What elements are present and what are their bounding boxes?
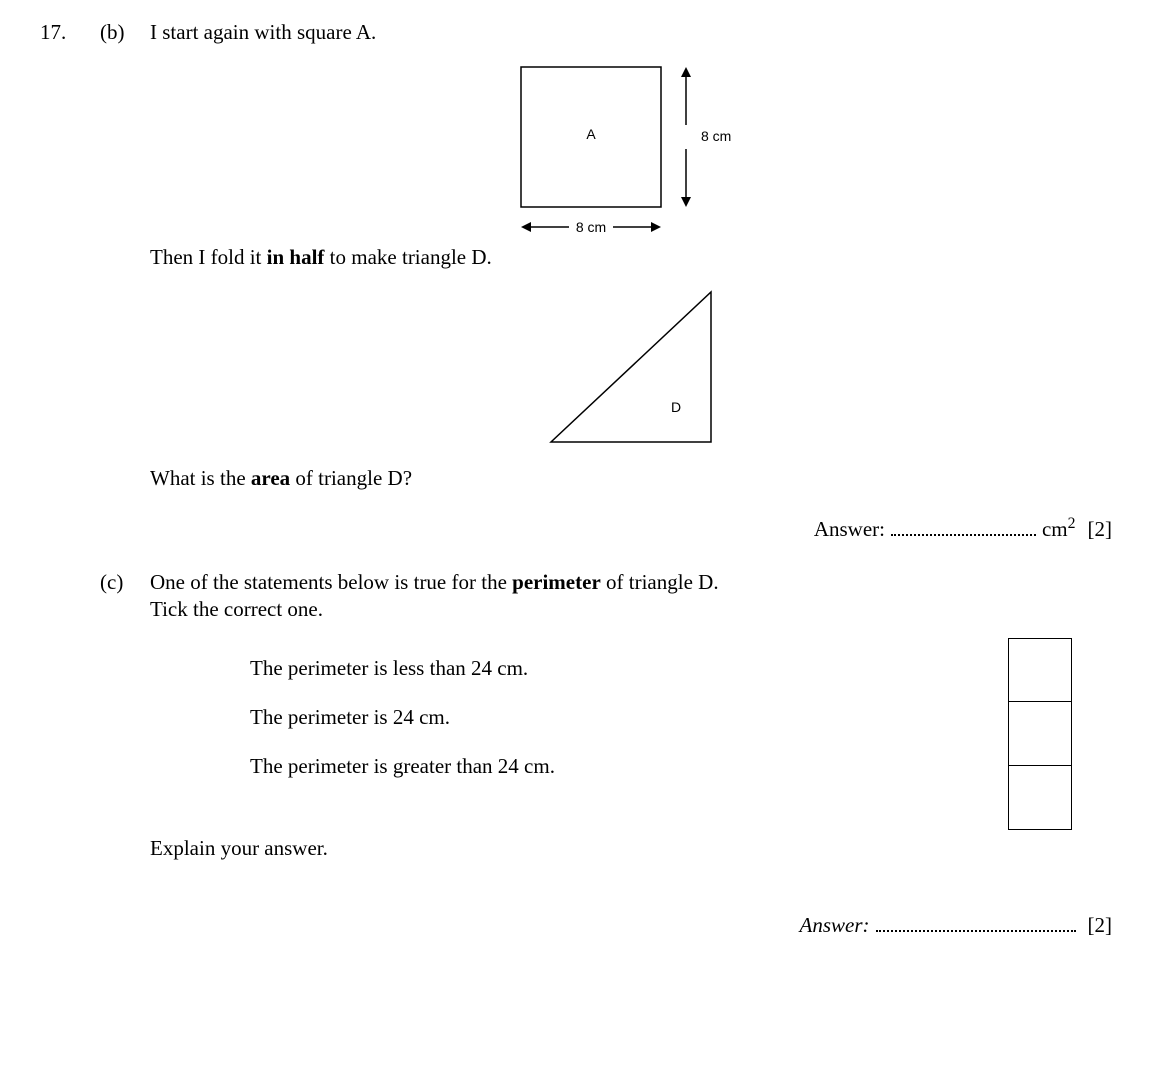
c-intro-before: One of the statements below is true for … xyxy=(150,570,512,594)
answer-dotted-c[interactable] xyxy=(876,911,1076,932)
triangle-diagram: D xyxy=(531,282,731,452)
answer-unit-b: cm2 xyxy=(1042,515,1076,542)
area-q-bold: area xyxy=(251,466,290,490)
marks-c: [2] xyxy=(1088,913,1113,938)
options-text: The perimeter is less than 24 cm. The pe… xyxy=(150,632,1008,830)
square-diagram: A 8 cm 8 cm xyxy=(501,57,761,247)
part-c-label: (c) xyxy=(100,570,150,595)
part-b-intro-text: I start again with square A. xyxy=(150,20,376,44)
question-number: 17. xyxy=(40,20,100,45)
bottom-dim-label: 8 cm xyxy=(576,219,606,235)
part-c-body: One of the statements below is true for … xyxy=(150,570,1112,938)
unit-prefix: cm xyxy=(1042,517,1068,541)
fold-text-before: Then I fold it xyxy=(150,245,267,269)
area-q-before: What is the xyxy=(150,466,251,490)
tick-instruction: Tick the correct one. xyxy=(150,597,1112,622)
square-label: A xyxy=(586,126,596,142)
answer-label-c: Answer: xyxy=(800,913,870,938)
triangle-label: D xyxy=(671,399,681,415)
triangle-diagram-wrap: D xyxy=(150,282,1112,452)
c-intro-bold: perimeter xyxy=(512,570,601,594)
part-c-intro: One of the statements below is true for … xyxy=(150,570,1112,595)
answer-line-c: Answer: [2] xyxy=(150,911,1112,938)
option-3: The perimeter is greater than 24 cm. xyxy=(250,754,1008,779)
answer-label-b: Answer: xyxy=(814,517,885,542)
part-b-label: (b) xyxy=(100,20,150,45)
row-b-intro: 17. (b) I start again with square A. A 8… xyxy=(40,20,1112,542)
marks-b: [2] xyxy=(1088,517,1113,542)
row-c: (c) One of the statements below is true … xyxy=(40,570,1112,938)
answer-dotted-b[interactable] xyxy=(891,515,1036,536)
explain-text: Explain your answer. xyxy=(150,836,1112,861)
area-q-after: of triangle D? xyxy=(290,466,412,490)
checkbox-1[interactable] xyxy=(1008,638,1072,702)
fold-text-after: to make triangle D. xyxy=(324,245,491,269)
checkbox-3[interactable] xyxy=(1008,766,1072,830)
right-dim xyxy=(681,67,691,207)
options-area: The perimeter is less than 24 cm. The pe… xyxy=(150,632,1112,830)
part-b-body: I start again with square A. A 8 cm xyxy=(150,20,1112,542)
checkbox-stack xyxy=(1008,638,1072,830)
right-dim-label: 8 cm xyxy=(701,128,731,144)
square-diagram-wrap: A 8 cm 8 cm xyxy=(150,57,1112,247)
unit-super: 2 xyxy=(1068,515,1076,532)
c-intro-after: of triangle D. xyxy=(601,570,719,594)
checkbox-2[interactable] xyxy=(1008,702,1072,766)
answer-line-b: Answer: cm2 [2] xyxy=(150,515,1112,542)
option-2: The perimeter is 24 cm. xyxy=(250,705,1008,730)
area-question: What is the area of triangle D? xyxy=(150,466,1112,491)
option-1: The perimeter is less than 24 cm. xyxy=(250,656,1008,681)
fold-text: Then I fold it in half to make triangle … xyxy=(150,245,1112,270)
fold-text-bold: in half xyxy=(267,245,325,269)
